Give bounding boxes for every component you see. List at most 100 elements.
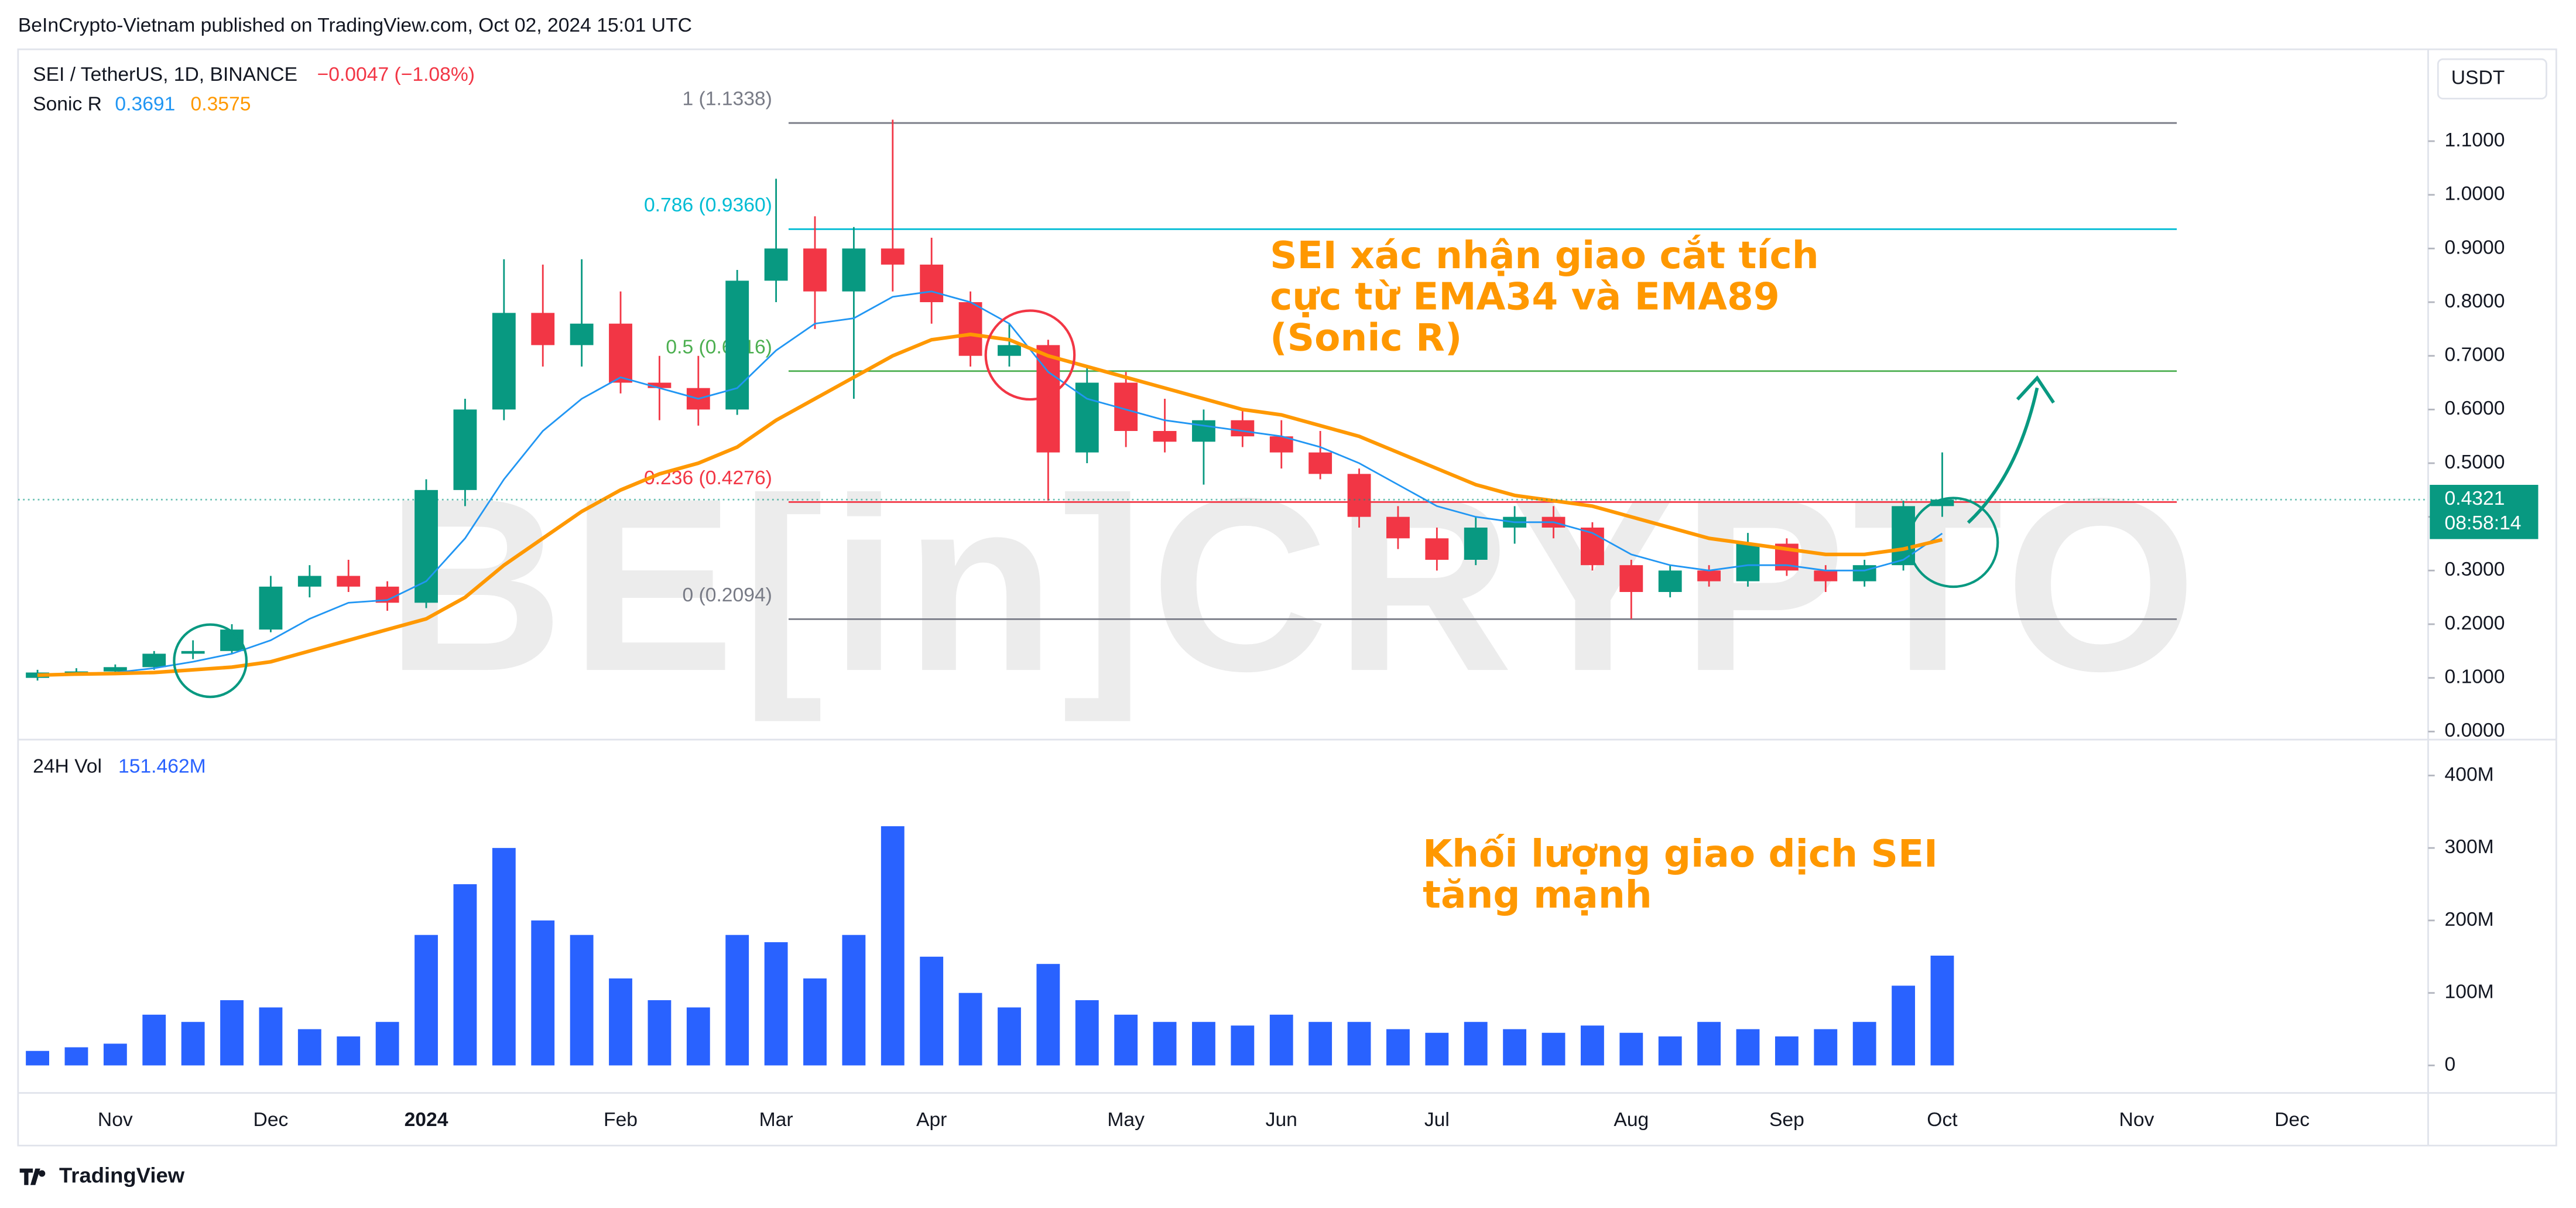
volume-bar xyxy=(1464,1022,1488,1066)
annotation: Khối lượng giao dịch SEI xyxy=(1423,832,1938,876)
y-tick-label: 0.0000 xyxy=(2445,720,2505,741)
y-tick-label: 0 xyxy=(2445,1053,2456,1075)
watermark: BE[in]CRYPTO xyxy=(386,447,2203,724)
volume-bar xyxy=(1775,1036,1799,1066)
volume-bar xyxy=(181,1022,205,1066)
y-tick-label: 0.3000 xyxy=(2445,559,2505,580)
volume-bar xyxy=(220,1000,244,1066)
volume-bar xyxy=(259,1007,283,1066)
candle-body xyxy=(1153,431,1177,442)
x-tick-label: Jun xyxy=(1266,1109,1297,1131)
volume-bar xyxy=(1075,1000,1099,1066)
candle-body xyxy=(453,409,477,490)
candle-body xyxy=(998,345,1021,356)
volume-bar xyxy=(998,1007,1021,1066)
volume-bar xyxy=(1697,1022,1721,1066)
volume-bar xyxy=(1619,1032,1643,1066)
frame xyxy=(17,48,2557,1147)
x-tick-label: Dec xyxy=(2274,1109,2310,1131)
annotation: tăng mạnh xyxy=(1423,873,1652,917)
candle-body xyxy=(609,323,632,383)
candle-body xyxy=(1658,570,1682,592)
candle-body xyxy=(337,576,361,587)
candle-body xyxy=(415,490,438,603)
candle-body xyxy=(1425,538,1449,560)
annotation: SEI xác nhận giao cắt tích xyxy=(1270,234,1819,278)
candle-body xyxy=(570,323,594,345)
candle-body xyxy=(492,313,516,410)
x-tick-label: Sep xyxy=(1769,1109,1804,1131)
candle-body xyxy=(803,248,827,292)
candle-body xyxy=(1464,528,1488,560)
candle-body xyxy=(531,313,555,345)
published-line: BeInCrypto-Vietnam published on TradingV… xyxy=(18,15,692,36)
volume-bar xyxy=(1542,1032,1566,1066)
x-tick-label: Feb xyxy=(604,1109,638,1131)
volume-bar xyxy=(1930,956,1954,1066)
candle-body xyxy=(1192,420,1215,442)
fib-label: 0.786 (0.9360) xyxy=(644,194,772,216)
ema-fast-value: 0.3691 xyxy=(115,94,175,115)
candle-body xyxy=(764,248,788,281)
volume-bar xyxy=(375,1022,399,1066)
volume-bar xyxy=(1736,1029,1760,1066)
last-price-box xyxy=(2430,484,2539,539)
y-tick-label: 300M xyxy=(2445,836,2494,858)
volume-bar xyxy=(842,935,866,1066)
cross-circle xyxy=(984,309,1076,401)
candle-body xyxy=(1386,516,1410,539)
candle-body xyxy=(181,651,205,654)
volume-bar xyxy=(648,1000,672,1066)
volume-bar xyxy=(1153,1022,1177,1066)
annotation: (Sonic R) xyxy=(1270,316,1462,360)
volume-bar xyxy=(103,1043,127,1066)
candle-body xyxy=(1308,452,1332,474)
cross-circle xyxy=(1907,497,1999,588)
volume-bar xyxy=(1892,985,1916,1066)
volume-bar xyxy=(1347,1022,1371,1066)
price-change: −0.0047 (−1.08%) xyxy=(317,64,475,85)
candle-body xyxy=(648,382,672,388)
currency-button[interactable] xyxy=(2437,58,2547,100)
candle-body xyxy=(103,667,127,672)
volume-bar xyxy=(764,942,788,1066)
volume-bar xyxy=(570,935,594,1066)
x-tick-label: Oct xyxy=(1927,1109,1958,1131)
indicator-line xyxy=(37,290,1943,676)
candle-body xyxy=(1736,543,1760,581)
candle-body xyxy=(958,302,982,356)
y-tick-label: 0.9000 xyxy=(2445,237,2505,258)
fib-label: 0.236 (0.4276) xyxy=(644,467,772,489)
footer-brand: TradingView xyxy=(59,1163,185,1187)
y-tick-label: 0.5000 xyxy=(2445,451,2505,473)
y-tick-label: 400M xyxy=(2445,764,2494,785)
y-tick-label: 0.6000 xyxy=(2445,398,2505,419)
volume-bar xyxy=(881,826,905,1066)
y-tick-label: 0.1000 xyxy=(2445,666,2505,688)
candle-body xyxy=(1619,565,1643,592)
candle-body xyxy=(297,576,321,587)
candle-body xyxy=(881,248,905,265)
volume-bar xyxy=(1425,1032,1449,1066)
fib-label: 1 (1.1338) xyxy=(682,88,772,110)
volume-bar xyxy=(1852,1022,1876,1066)
volume-bar xyxy=(1036,964,1060,1066)
candle-body xyxy=(1814,570,1838,581)
cross-circle xyxy=(173,623,248,699)
volume-bar xyxy=(1658,1036,1682,1066)
volume-bar xyxy=(1503,1029,1527,1066)
candle-body xyxy=(1930,499,1954,507)
candle-body xyxy=(259,586,283,630)
volume-bar xyxy=(1114,1014,1138,1066)
volume-bar xyxy=(142,1014,166,1066)
y-tick-label: 0.2000 xyxy=(2445,612,2505,634)
volume-title: 24H Vol xyxy=(33,756,102,778)
currency[interactable]: USDT xyxy=(2451,67,2505,89)
volume-bar xyxy=(453,884,477,1066)
candle-body xyxy=(64,671,88,673)
volume-bar xyxy=(26,1050,49,1066)
volume-bar xyxy=(686,1007,710,1066)
arrow-head xyxy=(2016,375,2055,404)
